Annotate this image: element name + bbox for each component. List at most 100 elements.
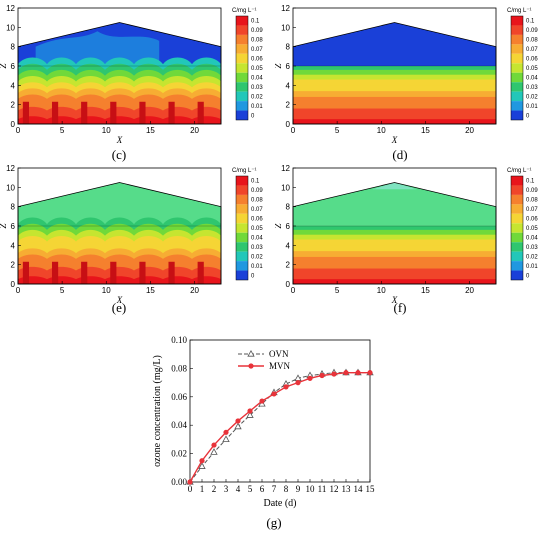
y-tick-label: 8	[286, 203, 291, 212]
x-axis-label: Date (d)	[263, 498, 296, 509]
colorbar-swatch	[236, 232, 248, 243]
x-tick-label: 9	[296, 484, 301, 494]
y-tick-label: 0.04	[171, 420, 187, 430]
inlet-column	[81, 261, 88, 284]
caption-d: (d)	[392, 147, 408, 162]
series-line-mvn	[189, 371, 370, 483]
chart-frame	[189, 339, 371, 483]
data-point	[198, 462, 206, 469]
inlet-column	[22, 101, 30, 124]
colorbar-label: 0.05	[251, 66, 263, 72]
y-tick-label: 8	[286, 43, 291, 52]
contour-field	[18, 22, 221, 124]
colorbar-swatch	[511, 242, 523, 252]
x-tick-label: 20	[465, 126, 474, 135]
series-line-ovn	[189, 372, 370, 483]
z-axis-label: Z	[275, 223, 283, 229]
colorbar-swatch	[511, 34, 523, 45]
x-tick-label: 10	[306, 484, 316, 494]
colorbar-label: 0.04	[526, 235, 538, 241]
panel-e: 0 5 10 15 20 0 2 4 6 8 10 12 X Z C/mg L⁻¹ 0.1 0.09 0.08 0.…	[0, 164, 263, 305]
contour-band	[293, 119, 496, 124]
colorbar-swatch	[511, 194, 523, 205]
y-axis-label: ozone concentration (mg/L)	[152, 355, 163, 467]
x-tick-label: 20	[190, 286, 199, 295]
x-tick-label: 13	[342, 484, 352, 494]
data-point	[367, 370, 373, 376]
colorbar-label: 0.04	[251, 75, 263, 81]
y-tick-label: 2	[11, 101, 16, 110]
colorbar-frame	[235, 175, 249, 281]
colorbar-label: 0.04	[251, 235, 263, 241]
colorbar-swatch	[236, 16, 248, 26]
colorbar-label: 0.09	[251, 28, 263, 34]
colorbar-swatch	[511, 91, 523, 102]
x-tick-label: 15	[421, 126, 430, 135]
colorbar-label: 0.1	[251, 19, 260, 25]
colorbar-swatch	[511, 270, 523, 280]
y-tick-label: 4	[11, 81, 16, 90]
colorbar-label: 0.03	[526, 245, 538, 251]
colorbar-frame	[510, 15, 524, 121]
colorbar-swatch	[511, 251, 523, 262]
y-tick-label: 12	[281, 164, 290, 173]
x-tick-label: 14	[354, 484, 364, 494]
inlet-column	[139, 261, 146, 284]
colorbar-swatch	[236, 251, 248, 262]
x-tick-label: 8	[284, 484, 289, 494]
colorbar-label: 0.07	[526, 47, 538, 53]
roof-peak-patch	[372, 182, 417, 190]
data-point	[199, 458, 205, 464]
caption-e: (e)	[111, 300, 127, 315]
x-tick-label: 1	[200, 484, 205, 494]
colorbar-swatch	[511, 44, 523, 54]
data-point	[246, 411, 254, 418]
data-point	[331, 371, 337, 377]
x-tick-label: 3	[224, 484, 229, 494]
colorbar-swatch	[236, 213, 248, 224]
data-point	[343, 370, 349, 376]
colorbar-label: 0.02	[251, 254, 263, 260]
inlet-column	[168, 261, 175, 284]
y-tick-label: 6	[286, 222, 291, 231]
x-tick-label: 6	[260, 484, 265, 494]
colorbar-label: 0.08	[526, 38, 538, 44]
data-point	[355, 370, 361, 376]
data-point	[283, 384, 289, 390]
colorbar-label: 0	[526, 273, 530, 279]
y-tick-label: 10	[281, 23, 290, 32]
colorbar-label: 0.03	[526, 85, 538, 91]
colorbar-swatch	[236, 176, 248, 186]
x-tick-label: 10	[377, 126, 386, 135]
y-tick-label: 10	[6, 23, 15, 32]
colorbar-swatch	[511, 101, 523, 111]
legend-marker	[248, 363, 254, 369]
y-tick-label: 10	[6, 183, 15, 192]
y-tick-label: 0.06	[171, 392, 187, 402]
caption-c: (c)	[111, 147, 127, 162]
colorbar-label: 0.08	[251, 38, 263, 44]
y-tick-label: 6	[11, 62, 16, 71]
plume-patch	[35, 31, 160, 66]
x-tick-label: 11	[318, 484, 327, 494]
y-tick-label: 0	[11, 280, 16, 289]
colorbar-label: 0.05	[526, 226, 538, 232]
panel-c: 0 5 10 15 20 0 2 4 6 8 10 12 X Z C/mg L⁻¹ 0.1 0.09 0.08 0.…	[0, 4, 263, 145]
colorbar-label: 0.06	[526, 57, 538, 63]
contour-field	[18, 182, 221, 284]
data-point	[271, 391, 277, 397]
x-tick-label: 12	[330, 484, 339, 494]
z-axis-label: Z	[0, 223, 8, 229]
inlet-column	[197, 261, 204, 284]
colorbar-swatch	[511, 110, 523, 120]
colorbar-swatch	[236, 53, 248, 64]
x-tick-label: 4	[236, 484, 241, 494]
y-tick-label: 0	[11, 120, 16, 129]
y-tick-label: 0.08	[171, 363, 187, 373]
x-axis-label: X	[116, 295, 123, 305]
colorbar-frame	[510, 175, 524, 281]
colorbar-label: 0.1	[526, 179, 535, 185]
colorbar-swatch	[511, 63, 523, 73]
colorbar-label: 0.07	[526, 207, 538, 213]
data-point	[222, 435, 230, 442]
